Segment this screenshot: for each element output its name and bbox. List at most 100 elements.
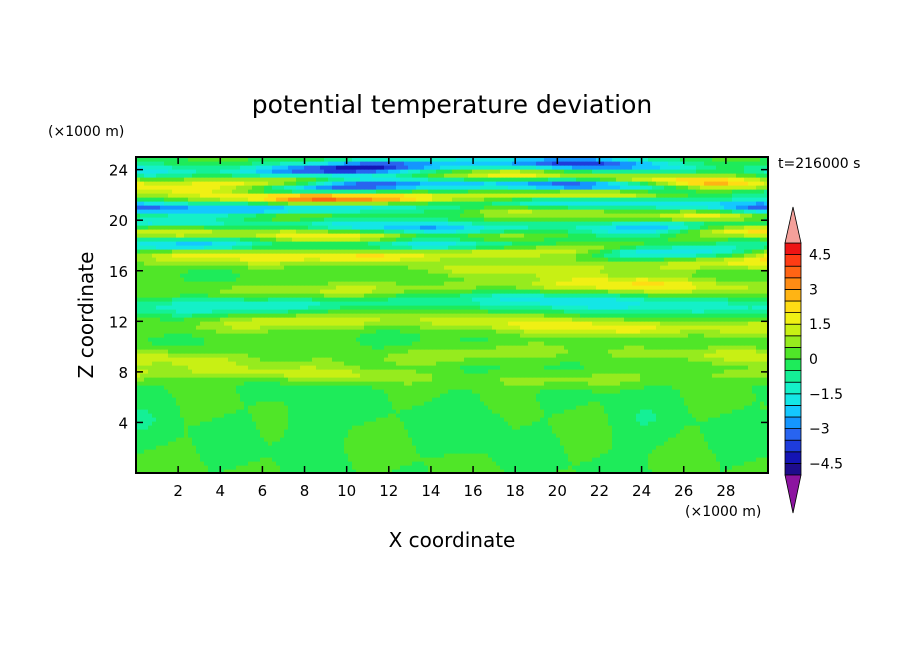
heatmap-cell: [220, 401, 225, 406]
heatmap-cell: [716, 429, 721, 434]
heatmap-cell: [360, 461, 365, 466]
heatmap-cell: [500, 409, 505, 414]
heatmap-cell: [384, 349, 389, 354]
heatmap-cell: [412, 369, 417, 374]
heatmap-cell: [460, 345, 465, 350]
heatmap-cell: [256, 381, 261, 386]
heatmap-cell: [532, 389, 537, 394]
heatmap-cell: [248, 393, 253, 398]
heatmap-cell: [756, 397, 761, 402]
heatmap-cell: [304, 421, 309, 426]
heatmap-cell: [560, 421, 565, 426]
heatmap-cell: [336, 429, 341, 434]
heatmap-cell: [672, 457, 677, 462]
heatmap-cell: [588, 349, 593, 354]
heatmap-cell: [704, 357, 709, 362]
heatmap-cell: [224, 445, 229, 450]
heatmap-cell: [688, 353, 693, 358]
heatmap-cell: [596, 441, 601, 446]
heatmap-cell: [336, 385, 341, 390]
heatmap-cell: [636, 449, 641, 454]
heatmap-cell: [336, 409, 341, 414]
heatmap-cell: [216, 381, 221, 386]
heatmap-cell: [208, 445, 213, 450]
heatmap-cell: [192, 353, 197, 358]
heatmap-cell: [288, 397, 293, 402]
heatmap-cell: [188, 469, 193, 474]
heatmap-cell: [312, 385, 317, 390]
heatmap-cell: [136, 389, 141, 394]
heatmap-cell: [696, 357, 701, 362]
heatmap-cell: [544, 357, 549, 362]
heatmap-cell: [712, 397, 717, 402]
heatmap-cell: [660, 457, 665, 462]
heatmap-cell: [488, 357, 493, 362]
heatmap-cell: [632, 409, 637, 414]
heatmap-cell: [732, 421, 737, 426]
heatmap-cell: [136, 401, 141, 406]
heatmap-cell: [268, 441, 273, 446]
heatmap-cell: [500, 441, 505, 446]
heatmap-cell: [184, 353, 189, 358]
heatmap-cell: [568, 429, 573, 434]
heatmap-cell: [540, 393, 545, 398]
heatmap-cell: [408, 465, 413, 470]
heatmap-cell: [220, 461, 225, 466]
heatmap-cell: [220, 385, 225, 390]
heatmap-cell: [496, 369, 501, 374]
heatmap-cell: [408, 401, 413, 406]
heatmap-cell: [256, 425, 261, 430]
heatmap-cell: [252, 461, 257, 466]
heatmap-cell: [276, 345, 281, 350]
heatmap-cell: [524, 389, 529, 394]
heatmap-cell: [572, 425, 577, 430]
heatmap-cell: [648, 357, 653, 362]
heatmap-cell: [508, 433, 513, 438]
heatmap-cell: [332, 369, 337, 374]
heatmap-cell: [572, 381, 577, 386]
heatmap-cell: [232, 417, 237, 422]
heatmap-cell: [456, 389, 461, 394]
heatmap-cell: [136, 461, 141, 466]
heatmap-cell: [760, 469, 765, 474]
heatmap-cell: [204, 437, 209, 442]
heatmap-cell: [212, 453, 217, 458]
heatmap-cell: [472, 349, 477, 354]
heatmap-cell: [400, 437, 405, 442]
heatmap-cell: [588, 369, 593, 374]
heatmap-cell: [220, 465, 225, 470]
heatmap-cell: [692, 373, 697, 378]
heatmap-cell: [360, 405, 365, 410]
heatmap-cell: [620, 377, 625, 382]
heatmap-cell: [532, 365, 537, 370]
heatmap-cell: [276, 453, 281, 458]
heatmap-cell: [140, 441, 145, 446]
heatmap-cell: [164, 361, 169, 366]
heatmap-cell: [304, 345, 309, 350]
heatmap-cell: [212, 441, 217, 446]
heatmap-cell: [308, 445, 313, 450]
heatmap-cell: [292, 401, 297, 406]
heatmap-cell: [380, 353, 385, 358]
heatmap-cell: [544, 365, 549, 370]
heatmap-cell: [456, 377, 461, 382]
heatmap-cell: [484, 393, 489, 398]
heatmap-cell: [208, 381, 213, 386]
heatmap-cell: [276, 349, 281, 354]
heatmap-cell: [588, 377, 593, 382]
heatmap-cell: [160, 401, 165, 406]
heatmap-cell: [680, 357, 685, 362]
heatmap-cell: [464, 417, 469, 422]
heatmap-cell: [664, 401, 669, 406]
heatmap-cell: [268, 421, 273, 426]
heatmap-cell: [432, 441, 437, 446]
heatmap-cell: [484, 345, 489, 350]
heatmap-cell: [504, 377, 509, 382]
heatmap-cell: [344, 413, 349, 418]
heatmap-cell: [332, 457, 337, 462]
heatmap-cell: [416, 385, 421, 390]
heatmap-cell: [228, 361, 233, 366]
heatmap-cell: [648, 469, 653, 474]
heatmap-cell: [188, 377, 193, 382]
heatmap-cell: [348, 425, 353, 430]
